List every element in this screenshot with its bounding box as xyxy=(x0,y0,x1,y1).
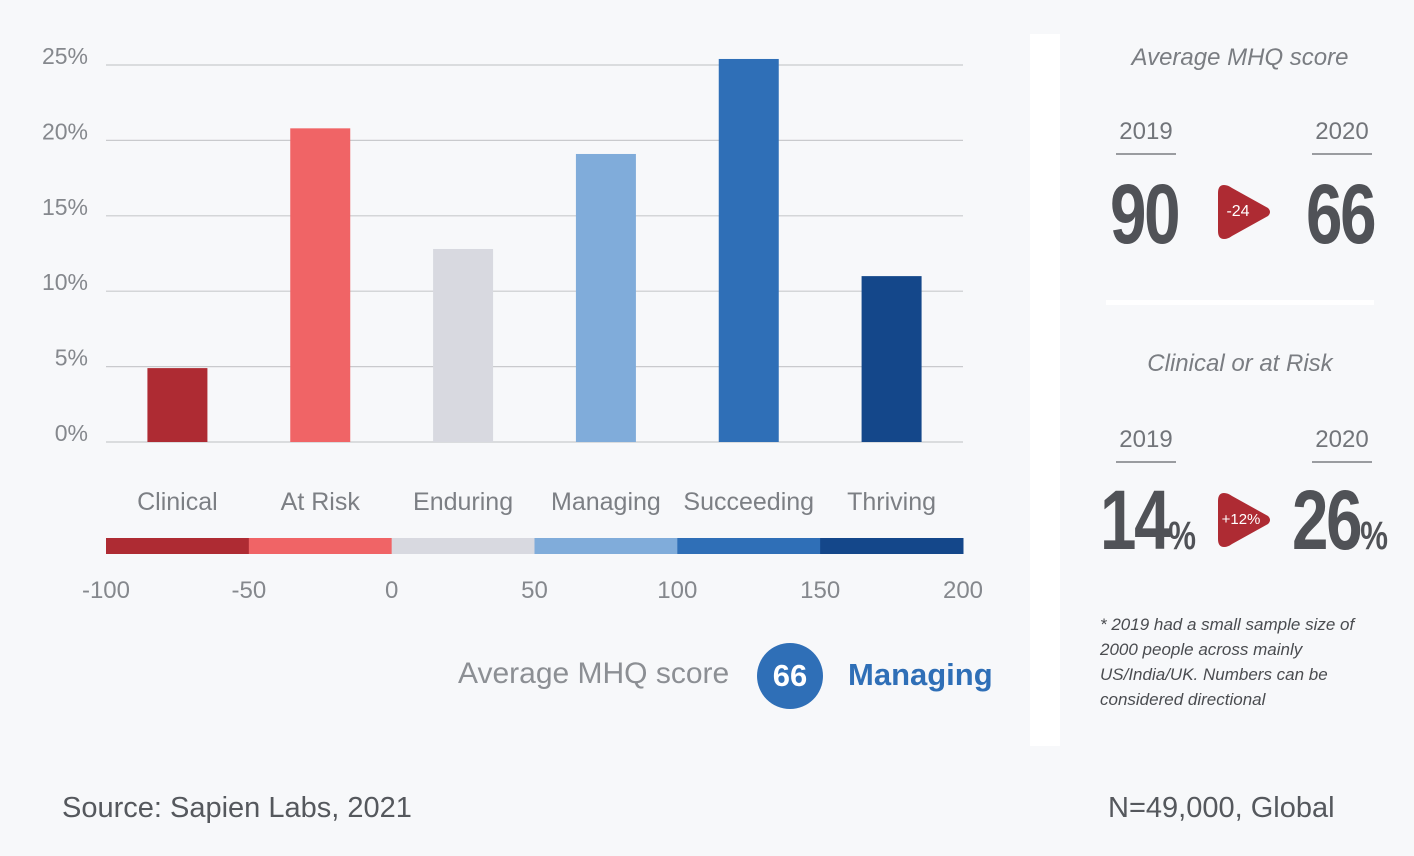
mhq-year-underline xyxy=(1116,153,1176,155)
mhq-delta: -24 xyxy=(1226,203,1250,220)
sample-info: N=49,000, Global xyxy=(1108,792,1335,824)
risk-2020-value: 26% xyxy=(1292,478,1388,562)
risk-year-underline xyxy=(1312,461,1372,463)
bar-thriving xyxy=(861,276,922,442)
y-tick-label: 20% xyxy=(42,118,88,144)
panel-divider xyxy=(1030,34,1060,746)
scale-segment xyxy=(248,538,393,554)
decrease-arrow-icon xyxy=(1218,185,1270,239)
bar-clinical xyxy=(147,368,208,442)
risk-year-2020: 2020 xyxy=(1315,426,1369,453)
y-tick-label: 5% xyxy=(55,345,88,371)
bar-at-risk xyxy=(290,128,351,442)
percent-sign: % xyxy=(1360,514,1388,558)
average-score-label: Average MHQ score xyxy=(458,657,730,690)
y-tick-label: 15% xyxy=(42,194,88,220)
y-tick-label: 0% xyxy=(55,420,88,446)
category-label: Thriving xyxy=(847,488,936,516)
average-score-category: Managing xyxy=(848,657,993,692)
risk-year-2019: 2019 xyxy=(1119,426,1173,453)
scale-tick-label: -50 xyxy=(231,577,266,604)
source-credit: Source: Sapien Labs, 2021 xyxy=(62,792,412,824)
average-score-badge: 66 xyxy=(757,643,823,709)
mhq-year-2019: 2019 xyxy=(1119,118,1173,145)
scale-segment xyxy=(106,538,250,554)
bar-managing xyxy=(575,153,636,443)
bar-enduring xyxy=(433,248,494,442)
scale-segment xyxy=(534,538,678,554)
scale-tick-label: 150 xyxy=(800,577,840,604)
category-label: Managing xyxy=(551,488,661,516)
risk-year-underline xyxy=(1116,461,1176,463)
y-tick-label: 10% xyxy=(42,269,88,295)
scale-tick-label: -100 xyxy=(82,577,130,604)
mhq-panel-title: Average MHQ score xyxy=(1131,44,1349,71)
risk-2019-number: 14 xyxy=(1100,473,1171,567)
panel-section-divider xyxy=(1106,300,1374,305)
mhq-year-2020: 2020 xyxy=(1315,118,1369,145)
risk-panel-title: Clinical or at Risk xyxy=(1147,350,1333,377)
scale-tick-label: 100 xyxy=(657,577,697,604)
bar-succeeding xyxy=(718,58,779,443)
risk-2019-value: 14% xyxy=(1100,478,1196,562)
category-label: Enduring xyxy=(413,488,513,516)
scale-tick-label: 0 xyxy=(385,577,398,604)
mhq-2019-value: 90 xyxy=(1110,167,1181,261)
scale-tick-label: 50 xyxy=(521,577,548,604)
category-label: At Risk xyxy=(281,488,361,516)
scale-tick-label: 200 xyxy=(943,577,983,604)
increase-arrow-icon xyxy=(1218,493,1270,547)
percent-sign: % xyxy=(1168,514,1196,558)
scale-segment xyxy=(391,538,535,554)
risk-delta: +12% xyxy=(1221,511,1261,528)
mhq-year-underline xyxy=(1312,153,1372,155)
risk-2020-number: 26 xyxy=(1292,473,1363,567)
sample-size-note: * 2019 had a small sample size of 2000 p… xyxy=(1100,615,1355,709)
scale-segment xyxy=(820,538,964,554)
mhq-2020-value: 66 xyxy=(1306,167,1377,261)
y-tick-label: 25% xyxy=(42,43,88,69)
category-label: Clinical xyxy=(137,488,218,516)
category-label: Succeeding xyxy=(683,488,814,516)
scale-segment xyxy=(677,538,821,554)
bar-chart: 0% 5% 10% 15% 20% 25% Clinical At Risk Enduring… xyxy=(42,43,983,604)
